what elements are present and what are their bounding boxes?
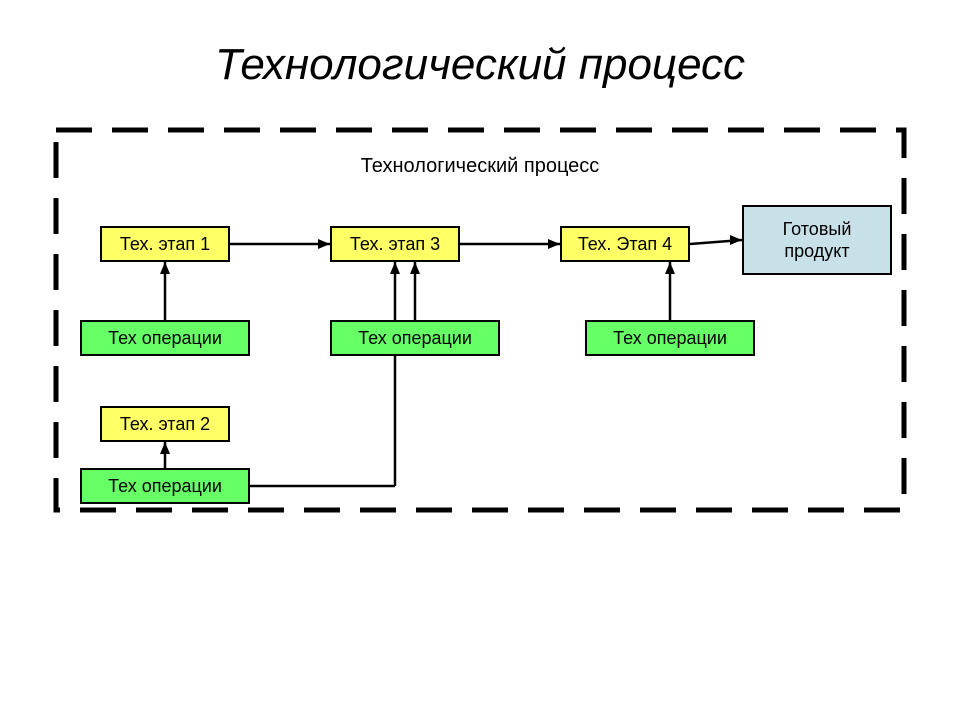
page-title: Технологический процесс	[0, 40, 960, 90]
node-stage4: Тех. Этап 4	[560, 226, 690, 262]
arrows-layer	[0, 0, 960, 720]
node-op4: Тех операции	[585, 320, 755, 356]
node-stage1: Тех. этап 1	[100, 226, 230, 262]
node-stage2: Тех. этап 2	[100, 406, 230, 442]
node-op1: Тех операции	[80, 320, 250, 356]
diagram-canvas: Технологический процесс Технологический …	[0, 0, 960, 720]
node-product: Готовый продукт	[742, 205, 892, 275]
node-op3: Тех операции	[330, 320, 500, 356]
frame-caption: Технологический процесс	[0, 155, 960, 178]
node-op2: Тех операции	[80, 468, 250, 504]
node-stage3: Тех. этап 3	[330, 226, 460, 262]
